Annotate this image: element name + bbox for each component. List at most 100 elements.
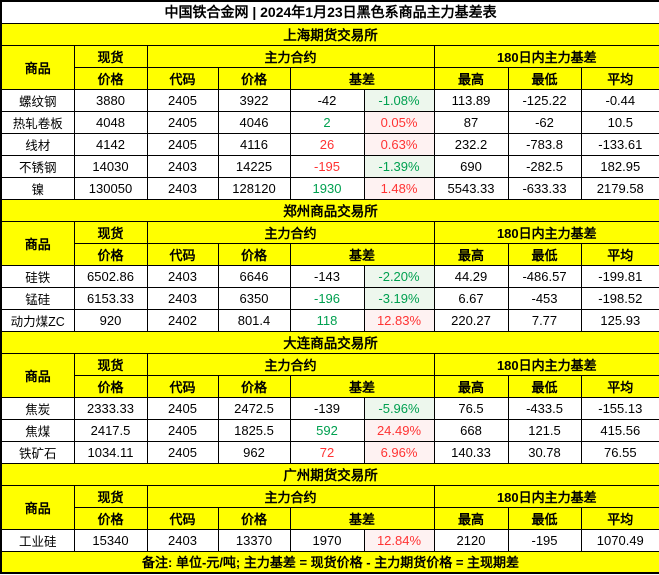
cell-contract-code: 2403	[146, 176, 219, 200]
cell-spot-price: 6153.33	[73, 286, 148, 310]
cell-spot-price: 14030	[73, 154, 148, 178]
table-row: 工业硅 15340 2403 13370 1970 12.84% 2120 -195 1070.…	[0, 528, 659, 552]
cell-contract-price: 4116	[217, 132, 291, 156]
header-row-groups: 商品 现货 主力合约 180日内主力基差	[0, 352, 659, 398]
col-header-code: 代码	[146, 506, 219, 530]
col-header-main-contract: 主力合约	[146, 352, 435, 376]
cell-commodity: 焦炭	[0, 396, 75, 420]
cell-180d-low: -633.33	[507, 176, 582, 200]
cell-spot-price: 15340	[73, 528, 148, 552]
exchange-section-title: 上海期货交易所	[0, 22, 659, 46]
col-header-basis: 基差	[289, 506, 435, 530]
cell-180d-high: 87	[433, 110, 509, 134]
col-header-avg: 平均	[580, 374, 659, 398]
footer-note: 备注: 单位-元/吨; 主力基差 = 现货价格 - 主力期货价格 = 主现期差	[0, 550, 659, 574]
cell-contract-code: 2405	[146, 110, 219, 134]
cell-180d-low: -783.8	[507, 132, 582, 156]
section-row: 广州期货交易所	[0, 462, 659, 486]
exchange-section-title: 广州期货交易所	[0, 462, 659, 486]
section-row: 郑州商品交易所	[0, 198, 659, 222]
col-header-price: 价格	[217, 506, 291, 530]
col-header-spot: 现货	[73, 352, 148, 376]
cell-contract-price: 14225	[217, 154, 291, 178]
cell-basis-percent: 0.05%	[363, 110, 435, 134]
col-header-low: 最低	[507, 374, 582, 398]
cell-spot-price: 6502.86	[73, 264, 148, 288]
cell-basis-value: -143	[289, 264, 365, 288]
cell-basis-value: 592	[289, 418, 365, 442]
col-header-low: 最低	[507, 242, 582, 266]
cell-commodity: 线材	[0, 132, 75, 156]
footer-row: 备注: 单位-元/吨; 主力基差 = 现货价格 - 主力期货价格 = 主现期差	[0, 550, 659, 574]
col-header-low: 最低	[507, 506, 582, 530]
cell-basis-percent: 12.84%	[363, 528, 435, 552]
cell-180d-avg: 125.93	[580, 308, 659, 332]
cell-spot-price: 3880	[73, 88, 148, 112]
cell-180d-low: -433.5	[507, 396, 582, 420]
col-header-basis: 基差	[289, 374, 435, 398]
cell-180d-avg: 415.56	[580, 418, 659, 442]
cell-180d-low: -453	[507, 286, 582, 310]
cell-180d-avg: -0.44	[580, 88, 659, 112]
col-header-code: 代码	[146, 66, 219, 90]
cell-spot-price: 2333.33	[73, 396, 148, 420]
header-row-fields: 价格 代码 价格 基差 最高 最低 平均	[1, 66, 659, 90]
cell-basis-percent: 0.63%	[363, 132, 435, 156]
col-header-spot-price: 价格	[73, 374, 148, 398]
cell-contract-code: 2403	[146, 528, 219, 552]
cell-180d-high: 2120	[433, 528, 509, 552]
cell-180d-high: 113.89	[433, 88, 509, 112]
table-row: 镍 130050 2403 128120 1930 1.48% 5543.33 -633.33…	[0, 176, 659, 200]
cell-180d-low: 30.78	[507, 440, 582, 464]
cell-contract-code: 2405	[146, 88, 219, 112]
col-header-code: 代码	[146, 374, 219, 398]
exchange-section-title: 大连商品交易所	[0, 330, 659, 354]
cell-180d-avg: 2179.58	[580, 176, 659, 200]
header-row-fields: 价格 代码 价格 基差 最高 最低 平均	[1, 374, 659, 398]
cell-basis-percent: 6.96%	[363, 440, 435, 464]
cell-contract-price: 13370	[217, 528, 291, 552]
col-header-commodity: 商品	[0, 484, 75, 530]
cell-180d-low: -282.5	[507, 154, 582, 178]
cell-contract-code: 2405	[146, 418, 219, 442]
cell-contract-code: 2402	[146, 308, 219, 332]
cell-commodity: 铁矿石	[0, 440, 75, 464]
cell-contract-price: 4046	[217, 110, 291, 134]
exchange-section-title: 郑州商品交易所	[0, 198, 659, 222]
col-header-high: 最高	[433, 66, 509, 90]
cell-basis-percent: -1.39%	[363, 154, 435, 178]
section-row: 上海期货交易所	[0, 22, 659, 46]
cell-spot-price: 920	[73, 308, 148, 332]
col-header-avg: 平均	[580, 242, 659, 266]
col-header-180d-basis: 180日内主力基差	[433, 484, 659, 508]
col-header-spot-price: 价格	[73, 66, 148, 90]
cell-180d-low: -62	[507, 110, 582, 134]
cell-spot-price: 4048	[73, 110, 148, 134]
cell-contract-price: 962	[217, 440, 291, 464]
cell-commodity: 工业硅	[0, 528, 75, 552]
cell-contract-price: 3922	[217, 88, 291, 112]
cell-basis-value: 1930	[289, 176, 365, 200]
col-header-high: 最高	[433, 242, 509, 266]
cell-180d-high: 140.33	[433, 440, 509, 464]
cell-contract-code: 2405	[146, 132, 219, 156]
cell-basis-value: -139	[289, 396, 365, 420]
cell-180d-high: 690	[433, 154, 509, 178]
col-header-commodity: 商品	[0, 352, 75, 398]
cell-180d-low: -125.22	[507, 88, 582, 112]
col-header-180d-basis: 180日内主力基差	[433, 352, 659, 376]
cell-180d-high: 220.27	[433, 308, 509, 332]
header-row-fields: 价格 代码 价格 基差 最高 最低 平均	[1, 242, 659, 266]
cell-contract-code: 2403	[146, 154, 219, 178]
cell-basis-value: 72	[289, 440, 365, 464]
col-header-price: 价格	[217, 66, 291, 90]
cell-basis-percent: 12.83%	[363, 308, 435, 332]
cell-commodity: 镍	[0, 176, 75, 200]
col-header-main-contract: 主力合约	[146, 484, 435, 508]
header-row-groups: 商品 现货 主力合约 180日内主力基差	[0, 220, 659, 266]
col-header-main-contract: 主力合约	[146, 44, 435, 68]
title-row: 中国铁合金网 | 2024年1月23日黑色系商品主力基差表	[0, 0, 659, 24]
table-row: 不锈钢 14030 2403 14225 -195 -1.39% 690 -282.5 182.…	[0, 154, 659, 178]
col-header-avg: 平均	[580, 66, 659, 90]
